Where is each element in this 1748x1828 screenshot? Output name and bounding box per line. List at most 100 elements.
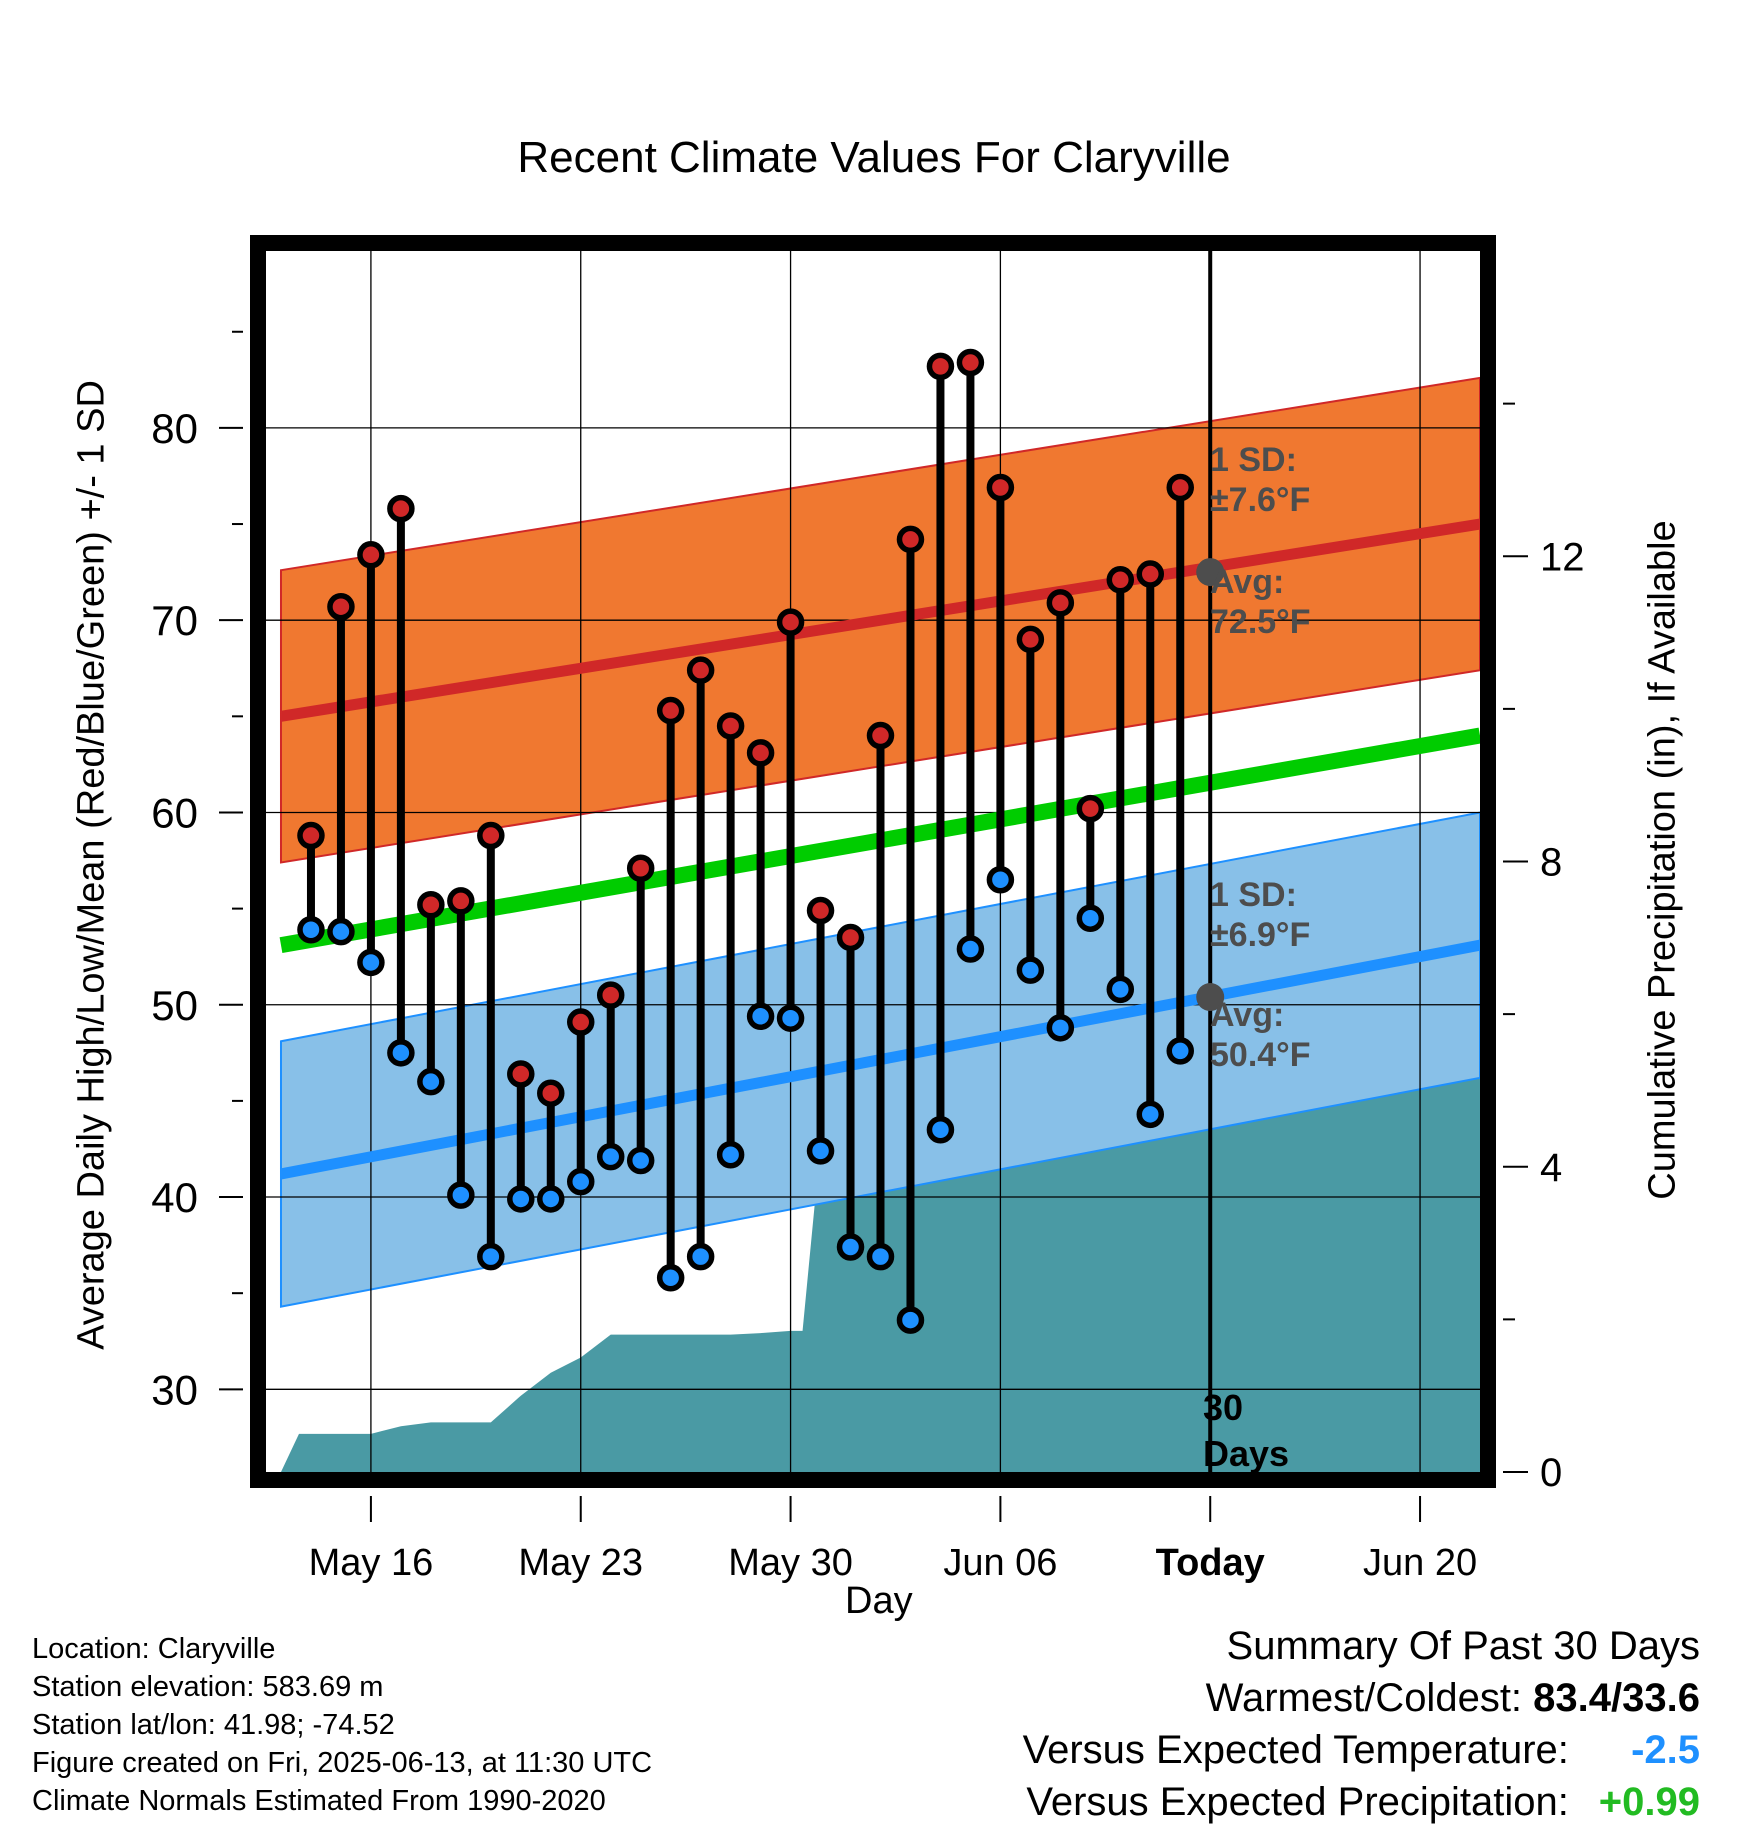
plot-area: [266, 251, 1480, 1472]
observed-high-point: [447, 887, 475, 915]
summary-temp-row: Versus Expected Temperature: -2.5: [1023, 1724, 1700, 1776]
observed-low-point: [656, 1264, 685, 1292]
y-left-tick-label: 80: [151, 405, 198, 452]
observed-high-point: [537, 1079, 565, 1107]
observed-low-point: [986, 866, 1015, 894]
low-avg-value: 50.4°F: [1210, 1036, 1311, 1074]
info-created: Figure created on Fri, 2025-06-13, at 11…: [32, 1747, 653, 1779]
observed-low-point: [686, 1242, 715, 1271]
observed-high-point: [1016, 625, 1045, 654]
high-avg-annotation: Avg: 72.5°F: [1210, 562, 1311, 642]
high-avg-label: Avg:: [1210, 563, 1285, 601]
observed-low-point: [507, 1185, 535, 1213]
x-axis-label: Day: [845, 1580, 913, 1622]
observed-low-point: [537, 1185, 565, 1213]
x-tick-label: Jun 06: [943, 1542, 1057, 1584]
summary-temp-value: -2.5: [1631, 1728, 1700, 1772]
observed-low-point: [956, 935, 985, 963]
observed-high-point: [327, 592, 355, 621]
y-left-tick-label: 30: [151, 1366, 198, 1413]
observed-low-point: [297, 916, 325, 944]
observed-high-point: [746, 739, 775, 767]
summary-temp-label: Versus Expected Temperature:: [1022, 1728, 1569, 1772]
low-sd-annotation: 1 SD: ±6.9°F: [1210, 875, 1310, 955]
observed-high-point: [1076, 794, 1105, 823]
info-latlon: Station lat/lon: 41.98; -74.52: [32, 1709, 395, 1741]
y-right-tick-label: 4: [1540, 1146, 1562, 1190]
y-right-tick-label: 0: [1540, 1451, 1562, 1495]
info-elevation: Station elevation: 583.69 m: [32, 1671, 384, 1703]
normal-high-line: [280, 518, 1480, 722]
y-left-tick-label: 60: [151, 789, 198, 836]
summary-panel: Summary Of Past 30 Days Warmest/Coldest:…: [1023, 1620, 1700, 1828]
info-normals: Climate Normals Estimated From 1990-2020: [32, 1785, 606, 1817]
observed-high-point: [686, 656, 715, 684]
observed-high-point: [1136, 560, 1165, 588]
observed-low-point: [566, 1167, 595, 1196]
observed-low-point: [1166, 1037, 1194, 1065]
observed-high-point: [806, 896, 835, 925]
observed-low-point: [716, 1140, 745, 1169]
observed-high-point: [716, 712, 745, 740]
observed-high-point: [596, 981, 625, 1009]
chart-title: Recent Climate Values For Claryville: [517, 133, 1231, 182]
observed-low-point: [596, 1142, 625, 1171]
observed-low-point: [626, 1146, 655, 1175]
observed-high-point: [507, 1060, 535, 1088]
y-right-tick-label: 12: [1540, 535, 1585, 579]
y-right-tick-label: 8: [1540, 841, 1562, 885]
observed-low-point: [836, 1233, 865, 1261]
y-left-tick-label: 50: [151, 982, 198, 1029]
observed-low-point: [327, 917, 355, 946]
observed-high-point: [776, 608, 805, 636]
days-number: 30: [1203, 1387, 1244, 1428]
low-avg-label: Avg:: [1210, 996, 1285, 1034]
observed-low-point: [1046, 1014, 1075, 1042]
high-avg-value: 72.5°F: [1210, 603, 1311, 641]
summary-precip-row: Versus Expected Precipitation: +0.99: [1023, 1776, 1700, 1828]
today-avg-high-marker: [1196, 558, 1225, 587]
summary-heading: Summary Of Past 30 Days: [1226, 1624, 1700, 1668]
observed-high-point: [896, 525, 925, 554]
observed-high-point: [1046, 589, 1075, 617]
observed-low-point: [1136, 1100, 1165, 1129]
x-tick-label: Today: [1156, 1542, 1265, 1584]
x-tick-label: May 30: [728, 1542, 853, 1584]
x-tick-label: May 16: [309, 1542, 434, 1584]
observed-high-point: [297, 821, 325, 850]
high-sd-value: ±7.6°F: [1210, 481, 1311, 519]
low-avg-annotation: Avg: 50.4°F: [1210, 995, 1311, 1075]
station-info: Location: Claryville Station elevation: …: [32, 1630, 652, 1820]
observed-high-point: [656, 696, 685, 725]
observed-low-point: [776, 1004, 805, 1032]
observed-low-point: [387, 1039, 415, 1067]
days-word: Days: [1203, 1433, 1290, 1474]
x-tick-label: May 23: [518, 1542, 643, 1584]
summary-warm-cold-value: 83.4/33.6: [1533, 1676, 1700, 1720]
y-left-tick-label: 40: [151, 1174, 198, 1221]
observed-high-point: [626, 854, 655, 882]
low-sd-value: ±6.9°F: [1210, 916, 1311, 954]
y-axis-right-label: Cumulative Precipitation (in), If Availa…: [1641, 520, 1684, 1200]
observed-low-point: [357, 948, 385, 977]
today-avg-low-marker: [1196, 983, 1225, 1012]
observed-high-point: [956, 348, 985, 377]
observed-high-point: [1166, 473, 1194, 502]
observed-low-point: [896, 1306, 925, 1334]
plot-frame: [250, 235, 1496, 1488]
observed-high-point: [866, 721, 895, 750]
observed-low-point: [806, 1137, 835, 1165]
observed-low-point: [866, 1242, 895, 1271]
high-sd-label: 1 SD:: [1210, 441, 1297, 479]
x-tick-label: Jun 20: [1363, 1542, 1477, 1584]
observed-low-point: [746, 1002, 775, 1031]
observed-high-point: [1106, 566, 1135, 594]
observed-low-point: [1106, 975, 1135, 1004]
observed-low-point: [447, 1181, 475, 1209]
info-location: Location: Claryville: [32, 1633, 276, 1665]
observed-high-point: [926, 352, 955, 381]
y-axis-left-label: Average Daily High/Low/Mean (Red/Blue/Gr…: [70, 380, 113, 1350]
observed-high-point: [387, 494, 415, 523]
observed-high-point: [986, 473, 1015, 502]
